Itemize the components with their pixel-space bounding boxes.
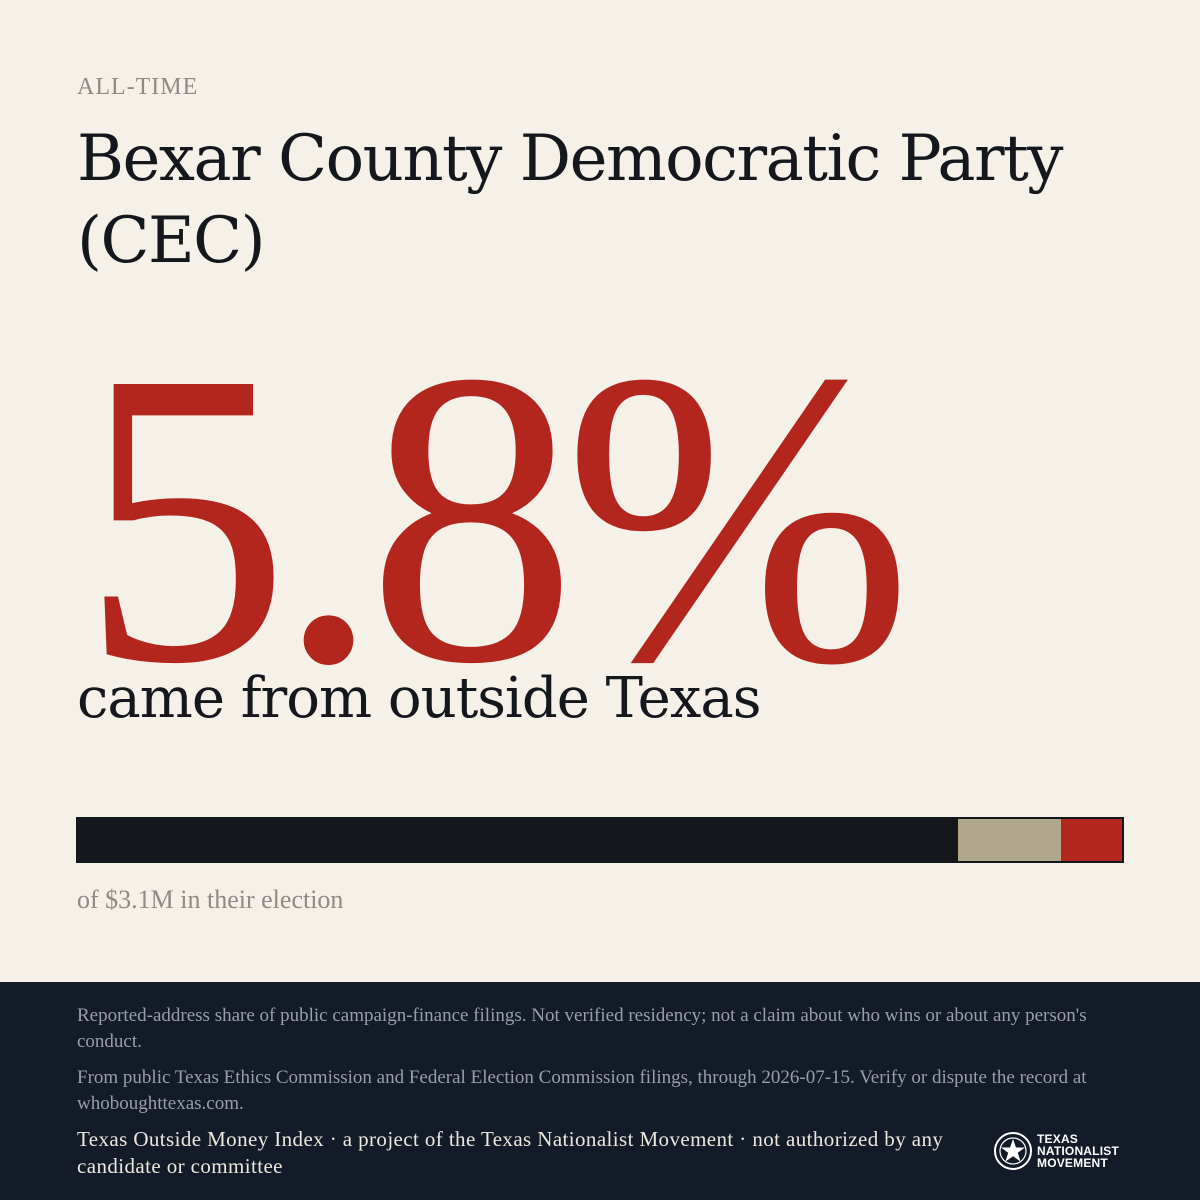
share-bar-segment [1061,819,1122,861]
kicker-label: ALL-TIME [77,74,199,100]
share-bar-segment [958,819,1062,861]
star-seal-icon [994,1132,1032,1170]
logo-wordmark: TEXAS NATIONALIST MOVEMENT [1037,1133,1119,1169]
page-title: Bexar County Democratic Party (CEC) [77,122,1063,278]
footer-disclaimer: Reported-address share of public campaig… [77,1005,1087,1052]
tnm-logo: TEXAS NATIONALIST MOVEMENT [993,1131,1119,1171]
headline-subtitle: came from outside Texas [77,666,761,731]
footer-source: From public Texas Ethics Commission and … [77,1067,1087,1114]
logo-line: TEXAS [1037,1132,1079,1146]
footer-credit: Texas Outside Money Index · a project of… [77,1127,944,1178]
logo-line: NATIONALIST [1037,1144,1119,1158]
share-bar-caption: of $3.1M in their election [77,885,344,914]
share-bar [76,817,1124,863]
share-bar-segment [78,819,959,861]
headline-percentage: 5.8% [80,285,913,750]
logo-line: MOVEMENT [1037,1156,1108,1170]
